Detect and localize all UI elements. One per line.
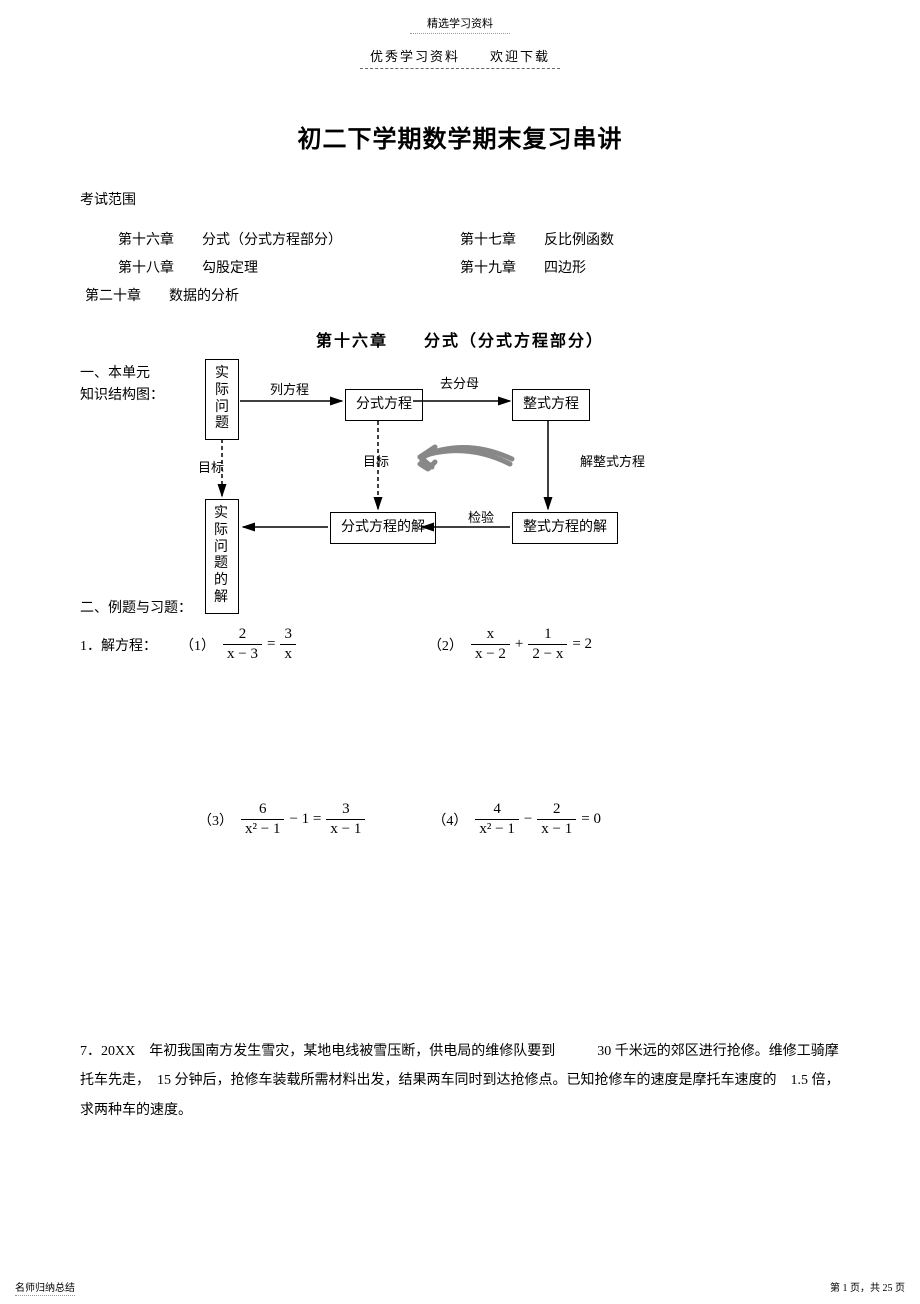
node-fraction-eq: 分式方程 <box>345 389 423 421</box>
node-integer-solution: 整式方程的解 <box>512 512 618 544</box>
f1n: 2 <box>223 627 262 645</box>
header-top: 精选学习资料 <box>410 0 510 34</box>
eq2-num: （2） <box>428 635 463 655</box>
eq3-mid: − 1 = <box>286 811 324 828</box>
f2n: 3 <box>280 627 296 645</box>
chapter-16-name: 分式（分式方程部分） <box>202 233 342 248</box>
exam-scope-label: 考试范围 <box>80 189 840 209</box>
word-problem-7: 7．20XX 年初我国南方发生雪灾，某地电线被雪压断，供电局的维修队要到 30 … <box>80 1037 840 1125</box>
eq1-eq: = <box>264 636 278 653</box>
edge-label-3: 目标 <box>198 457 224 476</box>
chapter-19: 第十九章 <box>460 261 516 276</box>
chapter-19-name: 四边形 <box>544 261 586 276</box>
equation-3: （3） 6x² − 1 − 1 = 3x − 1 <box>198 802 367 837</box>
node-solution: 实 际问 题的 解 <box>205 499 239 614</box>
eq1-num: （1） <box>180 635 215 655</box>
unit-label-1: 一、本单元 <box>80 366 150 381</box>
eq2-plus: + <box>512 636 526 653</box>
eq4-rhs: = 0 <box>578 811 604 828</box>
equation-4: （4） 4x² − 1 − 2x − 1 = 0 <box>432 802 604 837</box>
unit-label-2: 知识结构图： <box>80 388 164 403</box>
f8d: x − 1 <box>537 820 576 837</box>
eq2-rhs: = 2 <box>569 636 595 653</box>
diagram-title: 第十六章 分式（分式方程部分） <box>80 327 840 351</box>
footer-left: 名师归纳总结 <box>15 1279 75 1296</box>
edge-label-4: 目标 <box>363 451 389 470</box>
eq3-num: （3） <box>198 810 233 830</box>
f1d: x − 3 <box>223 645 262 662</box>
eq4-minus: − <box>521 811 535 828</box>
diagram-svg <box>80 359 840 589</box>
f6n: 3 <box>326 802 365 820</box>
edge-label-1: 列方程 <box>270 379 309 398</box>
node-integer-eq: 整式方程 <box>512 389 590 421</box>
f3n: x <box>471 627 510 645</box>
f4d: 2 − x <box>528 645 567 662</box>
equation-1: （1） 2x − 3 = 3x <box>180 627 298 662</box>
edge-label-5: 解整式方程 <box>580 451 645 470</box>
f5n: 6 <box>241 802 284 820</box>
f2d: x <box>280 645 296 662</box>
chapter-20: 第二十章 <box>85 283 141 311</box>
chapter-16: 第十六章 <box>118 233 174 248</box>
edge-label-2: 去分母 <box>440 373 479 392</box>
f3d: x − 2 <box>471 645 510 662</box>
chapter-20-name: 数据的分析 <box>169 283 239 311</box>
eq4-num: （4） <box>432 810 467 830</box>
node-real-problem: 实际问题 <box>205 359 239 440</box>
f6d: x − 1 <box>326 820 365 837</box>
f7d: x² − 1 <box>475 820 518 837</box>
chapter-17-name: 反比例函数 <box>544 233 614 248</box>
chapter-18: 第十八章 <box>118 261 174 276</box>
f5d: x² − 1 <box>241 820 284 837</box>
equation-2: （2） xx − 2 + 12 − x = 2 <box>428 627 595 662</box>
f8n: 2 <box>537 802 576 820</box>
node-fraction-solution: 分式方程的解 <box>330 512 436 544</box>
problem-1-lead: 1．解方程： <box>80 635 180 655</box>
chapter-18-name: 勾股定理 <box>202 261 258 276</box>
edge-label-6: 检验 <box>468 507 494 526</box>
f7n: 4 <box>475 802 518 820</box>
footer-right: 第 1 页，共 25 页 <box>830 1279 905 1294</box>
f4n: 1 <box>528 627 567 645</box>
page-title: 初二下学期数学期末复习串讲 <box>0 119 920 154</box>
header-sub: 优秀学习资料 欢迎下载 <box>360 46 560 69</box>
chapter-17: 第十七章 <box>460 233 516 248</box>
examples-label: 二、例题与习题： <box>80 597 840 617</box>
knowledge-diagram: 一、本单元 知识结构图： 实际问题 分式方程 整式方程 实 际问 题的 解 分式… <box>80 359 840 589</box>
chapter-list: 第十六章 分式（分式方程部分） 第十七章 反比例函数 第十八章 勾股定理 第十九章 四边… <box>80 227 840 311</box>
